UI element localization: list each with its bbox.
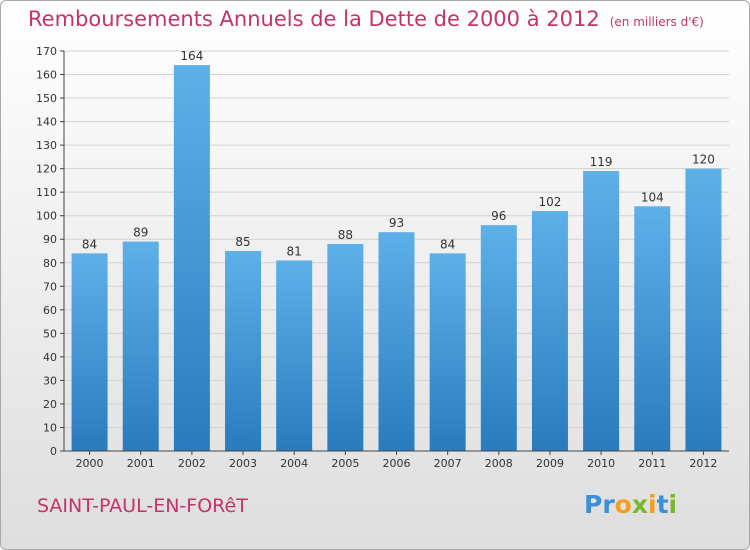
logo-letter: i (668, 490, 678, 519)
y-tick-label: 100 (36, 210, 57, 223)
bar-value-label: 84 (440, 237, 455, 251)
logo-letter: i (648, 490, 657, 519)
y-tick-label: 50 (43, 327, 57, 340)
y-tick-label: 30 (43, 374, 57, 387)
x-tick-label: 2008 (485, 457, 513, 470)
chart-title-text: Remboursements Annuels de la Dette de 20… (28, 7, 600, 31)
y-tick-label: 150 (36, 92, 57, 105)
bar-value-label: 104 (641, 190, 664, 204)
bar (378, 232, 415, 451)
x-tick-label: 2007 (434, 457, 462, 470)
x-tick-label: 2012 (689, 457, 717, 470)
bar-value-label: 120 (692, 153, 715, 167)
bar-value-label: 89 (133, 226, 148, 240)
x-tick-label: 2010 (587, 457, 615, 470)
x-tick-label: 2000 (76, 457, 104, 470)
y-tick-label: 160 (36, 69, 57, 82)
bar (327, 243, 364, 451)
bar-chart: 84 89 164 85 81 88 93 84 96 102 119 104 120 0 10 20 30 4… (36, 45, 729, 470)
y-tick-label: 130 (36, 139, 57, 152)
logo-letter: x (631, 490, 648, 519)
bar (71, 253, 108, 451)
y-tick-label: 40 (43, 351, 57, 364)
y-tick-label: 90 (43, 233, 57, 246)
x-tick-label: 2011 (638, 457, 666, 470)
bar (276, 260, 313, 451)
y-tick-label: 170 (36, 45, 57, 58)
logo-letter: t (656, 490, 669, 519)
bar (225, 251, 262, 451)
logo-letter: P (584, 490, 603, 519)
y-tick-label: 120 (36, 163, 57, 176)
y-tick-label: 110 (36, 186, 57, 199)
chart-unit: (en milliers d'€) (609, 15, 704, 29)
y-tick-label: 140 (36, 116, 57, 129)
bar (685, 168, 722, 451)
bar-value-label: 96 (491, 209, 506, 223)
y-tick-label: 0 (50, 445, 57, 458)
x-tick-label: 2002 (178, 457, 206, 470)
bar-value-label: 93 (389, 216, 404, 230)
bar-value-label: 164 (180, 49, 203, 63)
bar-value-label: 84 (82, 237, 97, 251)
x-tick-label: 2006 (383, 457, 411, 470)
bar-value-label: 85 (235, 235, 250, 249)
x-tick-label: 2004 (280, 457, 308, 470)
y-tick-label: 60 (43, 304, 57, 317)
y-tick-label: 70 (43, 280, 57, 293)
bar-value-label: 88 (338, 228, 353, 242)
bar (173, 65, 210, 451)
bar (122, 241, 159, 451)
x-tick-label: 2001 (127, 457, 155, 470)
y-tick-label: 20 (43, 398, 57, 411)
chart-title: Remboursements Annuels de la Dette de 20… (28, 7, 704, 31)
x-tick-label: 2003 (229, 457, 257, 470)
logo-letter: o (614, 490, 632, 519)
bar (634, 206, 671, 451)
bar (429, 253, 466, 451)
bar (583, 171, 620, 451)
bar-value-label: 81 (287, 244, 302, 258)
commune-name: SAINT-PAUL-EN-FORêT (37, 495, 248, 517)
bar (480, 225, 517, 451)
proxiti-logo[interactable]: Proxiti (584, 490, 677, 519)
bar-value-label: 119 (590, 155, 613, 169)
bar-value-label: 102 (539, 195, 562, 209)
x-tick-label: 2005 (331, 457, 359, 470)
y-tick-label: 10 (43, 421, 57, 434)
bar (531, 211, 568, 451)
logo-letter: r (602, 490, 615, 519)
y-tick-label: 80 (43, 257, 57, 270)
x-tick-label: 2009 (536, 457, 564, 470)
